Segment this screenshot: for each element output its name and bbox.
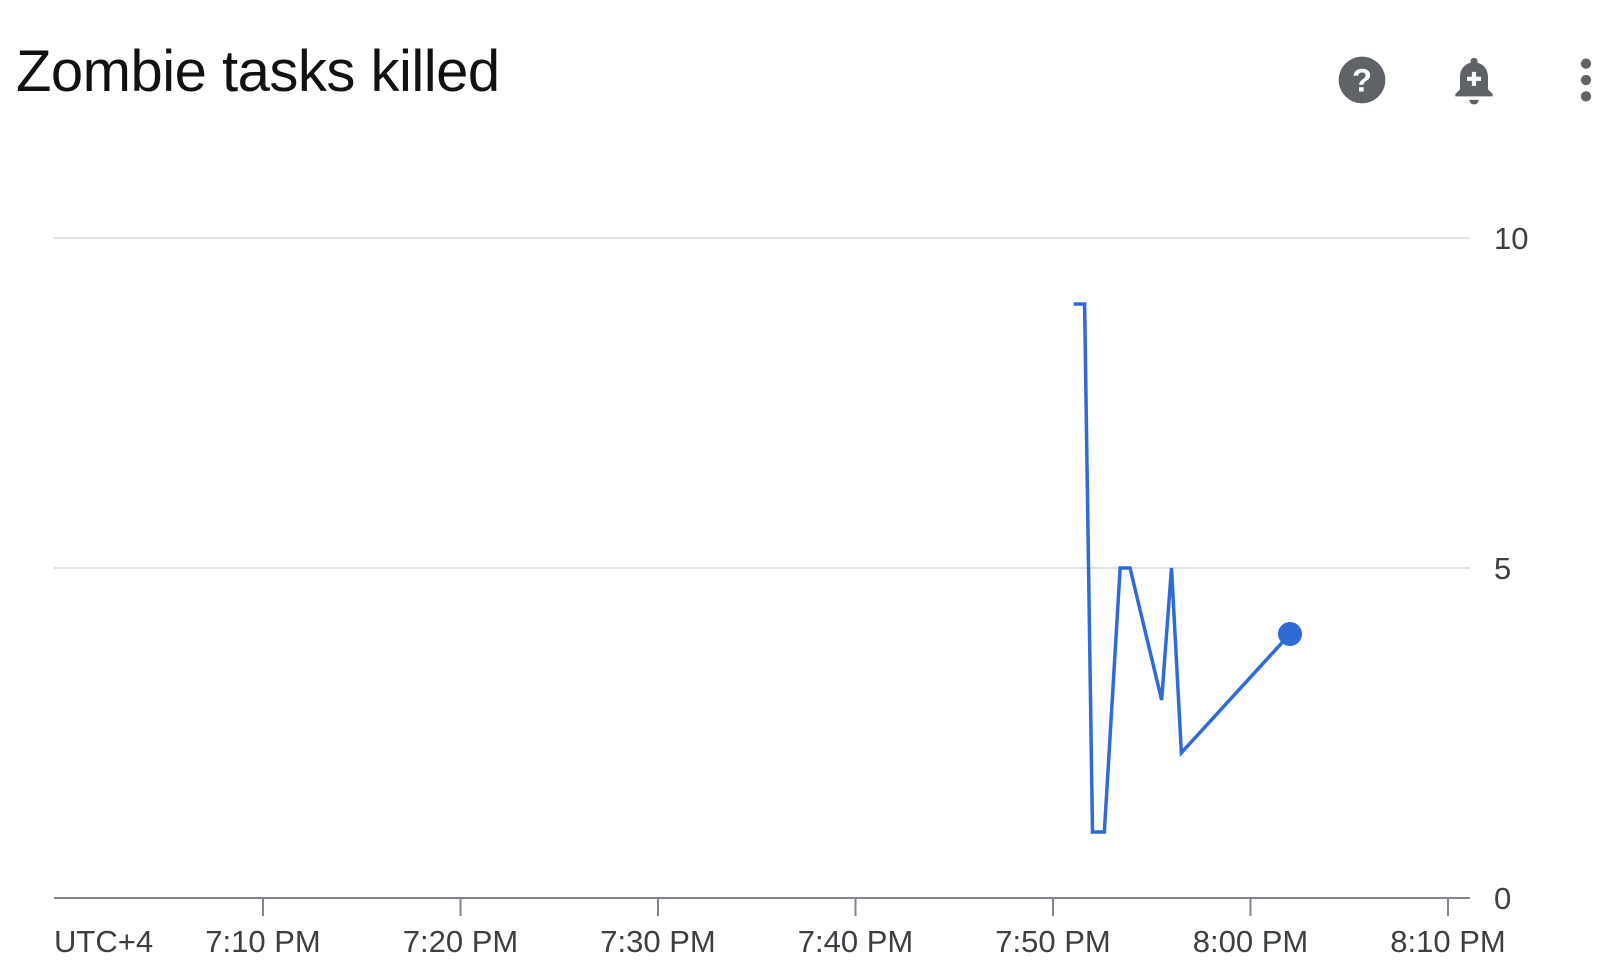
svg-text:?: ? xyxy=(1352,62,1372,99)
more-vert-icon[interactable] xyxy=(1558,52,1614,108)
last-data-point xyxy=(1278,622,1302,646)
timezone-label: UTC+4 xyxy=(54,924,153,959)
chart-title: Zombie tasks killed xyxy=(16,39,500,104)
y-tick-label: 5 xyxy=(1494,551,1511,586)
series-line xyxy=(1073,302,1292,834)
add-alert-bell-icon[interactable] xyxy=(1446,52,1502,108)
x-tick-label: 7:20 PM xyxy=(403,924,518,959)
y-tick-label: 0 xyxy=(1494,881,1511,916)
help-icon[interactable]: ? xyxy=(1334,52,1390,108)
x-tick-label: 7:30 PM xyxy=(600,924,715,959)
x-tick-label: 8:10 PM xyxy=(1390,924,1505,959)
x-tick-label: 7:50 PM xyxy=(995,924,1110,959)
x-tick-label: 7:40 PM xyxy=(798,924,913,959)
x-tick-label: 8:00 PM xyxy=(1193,924,1308,959)
y-tick-label: 10 xyxy=(1494,221,1528,256)
x-tick-label: 7:10 PM xyxy=(205,924,320,959)
